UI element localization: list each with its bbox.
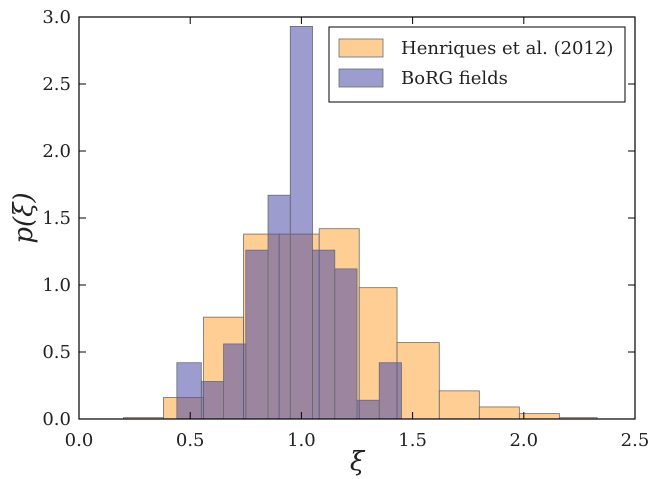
bar-series1-bin0 — [176, 362, 202, 420]
legend-label-henriques: Henriques et al. (2012) — [401, 38, 613, 59]
bar-series1-bin7 — [334, 268, 358, 420]
bar-series1-bin6 — [312, 249, 336, 420]
y-axis-label: p(ξ) — [9, 192, 39, 243]
x-tick-label-3: 1.5 — [398, 430, 427, 451]
y-tick-label-1: 0.5 — [42, 342, 71, 363]
y-tick-label-4: 2.0 — [42, 141, 71, 162]
bar-series0-bin8 — [438, 390, 480, 420]
x-tick-label-1: 0.5 — [176, 430, 205, 451]
legend-swatch-henriques — [338, 38, 384, 58]
bar-series1-bin5 — [289, 25, 313, 420]
y-tick-label-2: 1.0 — [42, 275, 71, 296]
x-tick-label-4: 2.0 — [509, 430, 538, 451]
bar-series1-bin8 — [356, 399, 380, 420]
bar-series1-bin3 — [245, 249, 269, 420]
bar-series0-bin7 — [396, 342, 440, 420]
bars-layer — [123, 25, 598, 420]
bar-series1-bin4 — [267, 194, 291, 420]
bar-series0-bin9 — [478, 406, 520, 420]
bar-series1-bin1 — [200, 381, 224, 420]
legend-swatch-borg — [338, 68, 384, 88]
y-tick-label-6: 3.0 — [42, 7, 71, 28]
y-tick-label-3: 1.5 — [42, 208, 71, 229]
x-tick-label-5: 2.5 — [621, 430, 650, 451]
y-tick-label-5: 2.5 — [42, 74, 71, 95]
x-tick-label-0: 0.0 — [65, 430, 94, 451]
x-axis-label: ξ — [350, 447, 366, 477]
legend-label-borg: BoRG fields — [401, 68, 508, 89]
bar-series0-bin10 — [518, 413, 560, 420]
bar-series1-bin2 — [223, 343, 247, 420]
bar-series1-bin9 — [378, 362, 402, 420]
ticks-layer: 0.0 0.5 1.0 1.5 2.0 2.5 0.0 0.5 1.0 1.5 2.0 2.5 3.0 — [42, 7, 649, 451]
x-tick-label-2: 1.0 — [287, 430, 316, 451]
y-tick-label-0: 0.0 — [42, 409, 71, 430]
legend: Henriques et al. (2012) BoRG fields — [328, 26, 626, 103]
